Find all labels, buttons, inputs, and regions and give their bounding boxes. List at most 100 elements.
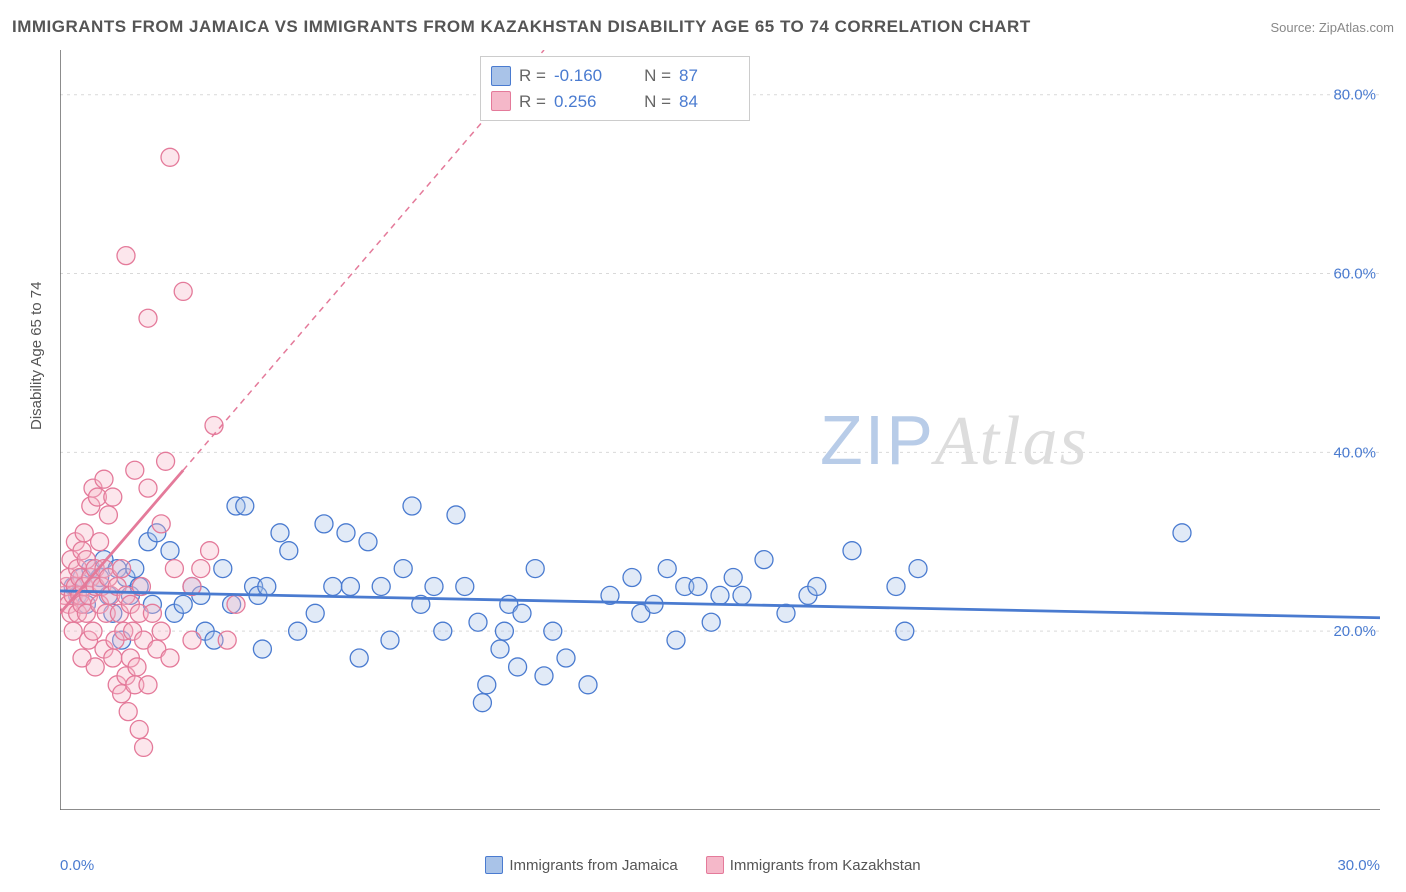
- data-point: [236, 497, 254, 515]
- data-point: [91, 533, 109, 551]
- data-point: [253, 640, 271, 658]
- data-point: [227, 595, 245, 613]
- data-point: [128, 658, 146, 676]
- data-point: [271, 524, 289, 542]
- data-point: [909, 560, 927, 578]
- y-tick-label: 60.0%: [1333, 266, 1376, 283]
- data-point: [135, 738, 153, 756]
- data-point: [526, 560, 544, 578]
- chart-title: IMMIGRANTS FROM JAMAICA VS IMMIGRANTS FR…: [12, 17, 1031, 37]
- n-value: 84: [679, 89, 739, 115]
- data-point: [667, 631, 685, 649]
- data-point: [808, 577, 826, 595]
- source-label: Source: ZipAtlas.com: [1270, 20, 1394, 35]
- data-point: [513, 604, 531, 622]
- y-axis-label: Disability Age 65 to 74: [28, 282, 45, 430]
- data-point: [843, 542, 861, 560]
- data-point: [280, 542, 298, 560]
- data-point: [95, 470, 113, 488]
- data-point: [711, 586, 729, 604]
- data-point: [119, 703, 137, 721]
- legend-item: Immigrants from Kazakhstan: [706, 856, 921, 874]
- correlation-stats-box: R = -0.160 N = 87R = 0.256 N = 84: [480, 56, 750, 121]
- data-point: [117, 247, 135, 265]
- data-point: [544, 622, 562, 640]
- data-point: [689, 577, 707, 595]
- data-point: [341, 577, 359, 595]
- data-point: [139, 309, 157, 327]
- data-point: [372, 577, 390, 595]
- data-point: [152, 515, 170, 533]
- data-point: [456, 577, 474, 595]
- data-point: [152, 622, 170, 640]
- y-tick-label: 80.0%: [1333, 87, 1376, 104]
- data-point: [157, 452, 175, 470]
- data-point: [403, 497, 421, 515]
- data-point: [337, 524, 355, 542]
- n-value: 87: [679, 63, 739, 89]
- data-point: [192, 560, 210, 578]
- data-point: [394, 560, 412, 578]
- data-point: [306, 604, 324, 622]
- scatter-plot-svg: 20.0%40.0%60.0%80.0%: [60, 50, 1380, 810]
- data-point: [469, 613, 487, 631]
- data-point: [139, 676, 157, 694]
- data-point: [161, 649, 179, 667]
- data-point: [174, 282, 192, 300]
- data-point: [289, 622, 307, 640]
- data-point: [183, 631, 201, 649]
- data-point: [84, 622, 102, 640]
- data-point: [724, 569, 742, 587]
- data-point: [201, 542, 219, 560]
- stats-row: R = 0.256 N = 84: [491, 89, 739, 115]
- r-value: 0.256: [554, 89, 614, 115]
- series-swatch: [491, 91, 511, 111]
- data-point: [113, 560, 131, 578]
- data-point: [99, 506, 117, 524]
- series-swatch: [491, 66, 511, 86]
- data-point: [126, 461, 144, 479]
- data-point: [579, 676, 597, 694]
- data-point: [359, 533, 377, 551]
- data-point: [509, 658, 527, 676]
- data-point: [130, 721, 148, 739]
- data-point: [350, 649, 368, 667]
- data-point: [139, 479, 157, 497]
- data-point: [324, 577, 342, 595]
- y-tick-label: 20.0%: [1333, 623, 1376, 640]
- data-point: [478, 676, 496, 694]
- data-point: [896, 622, 914, 640]
- r-value: -0.160: [554, 63, 614, 89]
- title-bar: IMMIGRANTS FROM JAMAICA VS IMMIGRANTS FR…: [12, 12, 1394, 42]
- data-point: [658, 560, 676, 578]
- stats-row: R = -0.160 N = 87: [491, 63, 739, 89]
- data-point: [887, 577, 905, 595]
- data-point: [473, 694, 491, 712]
- data-point: [755, 551, 773, 569]
- legend-swatch: [485, 856, 503, 874]
- data-point: [104, 488, 122, 506]
- data-point: [447, 506, 465, 524]
- data-point: [161, 542, 179, 560]
- data-point: [205, 417, 223, 435]
- data-point: [623, 569, 641, 587]
- data-point: [218, 631, 236, 649]
- data-point: [214, 560, 232, 578]
- data-point: [434, 622, 452, 640]
- data-point: [258, 577, 276, 595]
- bottom-legend: Immigrants from Jamaica Immigrants from K…: [0, 856, 1406, 874]
- data-point: [86, 658, 104, 676]
- data-point: [165, 560, 183, 578]
- data-point: [381, 631, 399, 649]
- legend-label: Immigrants from Kazakhstan: [730, 857, 921, 874]
- data-point: [161, 148, 179, 166]
- data-point: [495, 622, 513, 640]
- legend-item: Immigrants from Jamaica: [485, 856, 677, 874]
- data-point: [174, 595, 192, 613]
- data-point: [491, 640, 509, 658]
- plot-area: 20.0%40.0%60.0%80.0% R = -0.160 N = 87R …: [60, 50, 1380, 810]
- data-point: [535, 667, 553, 685]
- data-point: [143, 604, 161, 622]
- data-point: [733, 586, 751, 604]
- data-point: [425, 577, 443, 595]
